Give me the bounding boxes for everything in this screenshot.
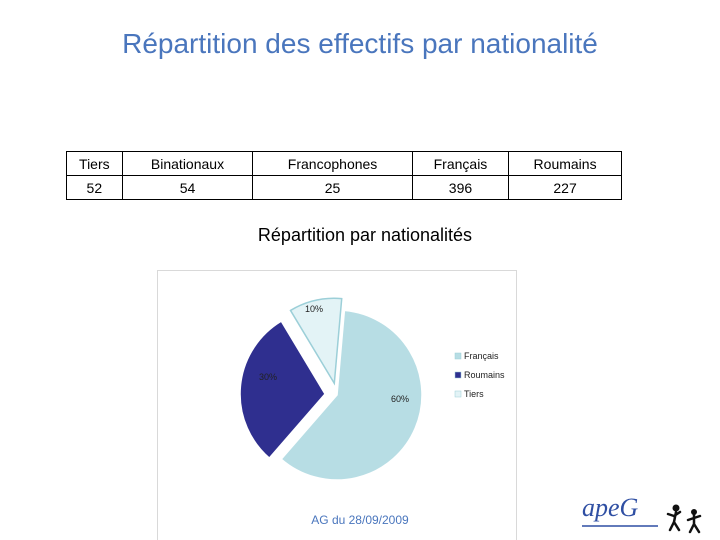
legend-swatch: [454, 390, 462, 398]
table-header-cell: Tiers: [66, 151, 123, 176]
table-header-cell: Roumains: [508, 151, 622, 176]
table-cell: 227: [508, 175, 622, 200]
legend-swatch: [454, 371, 462, 379]
slide-title: Répartition des effectifs par nationalit…: [122, 28, 598, 59]
legend-swatch: [454, 352, 462, 360]
children-figures-icon: [666, 504, 702, 534]
table-cell: 25: [252, 175, 413, 200]
pie-value-label: 60%: [391, 394, 409, 404]
table-header-row: Tiers Binationaux Francophones Français …: [66, 151, 622, 176]
logo-text: apeG: [582, 493, 639, 522]
table-cell: 54: [121, 175, 254, 200]
pie-slice-français: [280, 309, 423, 481]
footer-date: AG du 28/09/2009: [311, 513, 409, 527]
apeg-logo: apeG: [582, 493, 702, 534]
chart-frame: [157, 270, 517, 540]
table-header-cell: Francophones: [252, 151, 413, 176]
pie-slice-tiers: [289, 297, 343, 386]
legend-label: Tiers: [464, 389, 484, 399]
legend-label: Roumains: [464, 370, 505, 380]
chart-title: Répartition par nationalités: [257, 225, 473, 245]
table-row: 52 54 25 396 227: [66, 175, 622, 200]
pie-value-label: 10%: [305, 304, 323, 314]
pie-value-label: 30%: [259, 372, 277, 382]
table-cell: 396: [411, 175, 510, 200]
nationality-table: Tiers Binationaux Francophones Français …: [66, 151, 622, 200]
pie-slice-roumains: [239, 320, 326, 460]
legend-label: Français: [464, 351, 499, 361]
table-header-cell: Binationaux: [121, 151, 254, 176]
